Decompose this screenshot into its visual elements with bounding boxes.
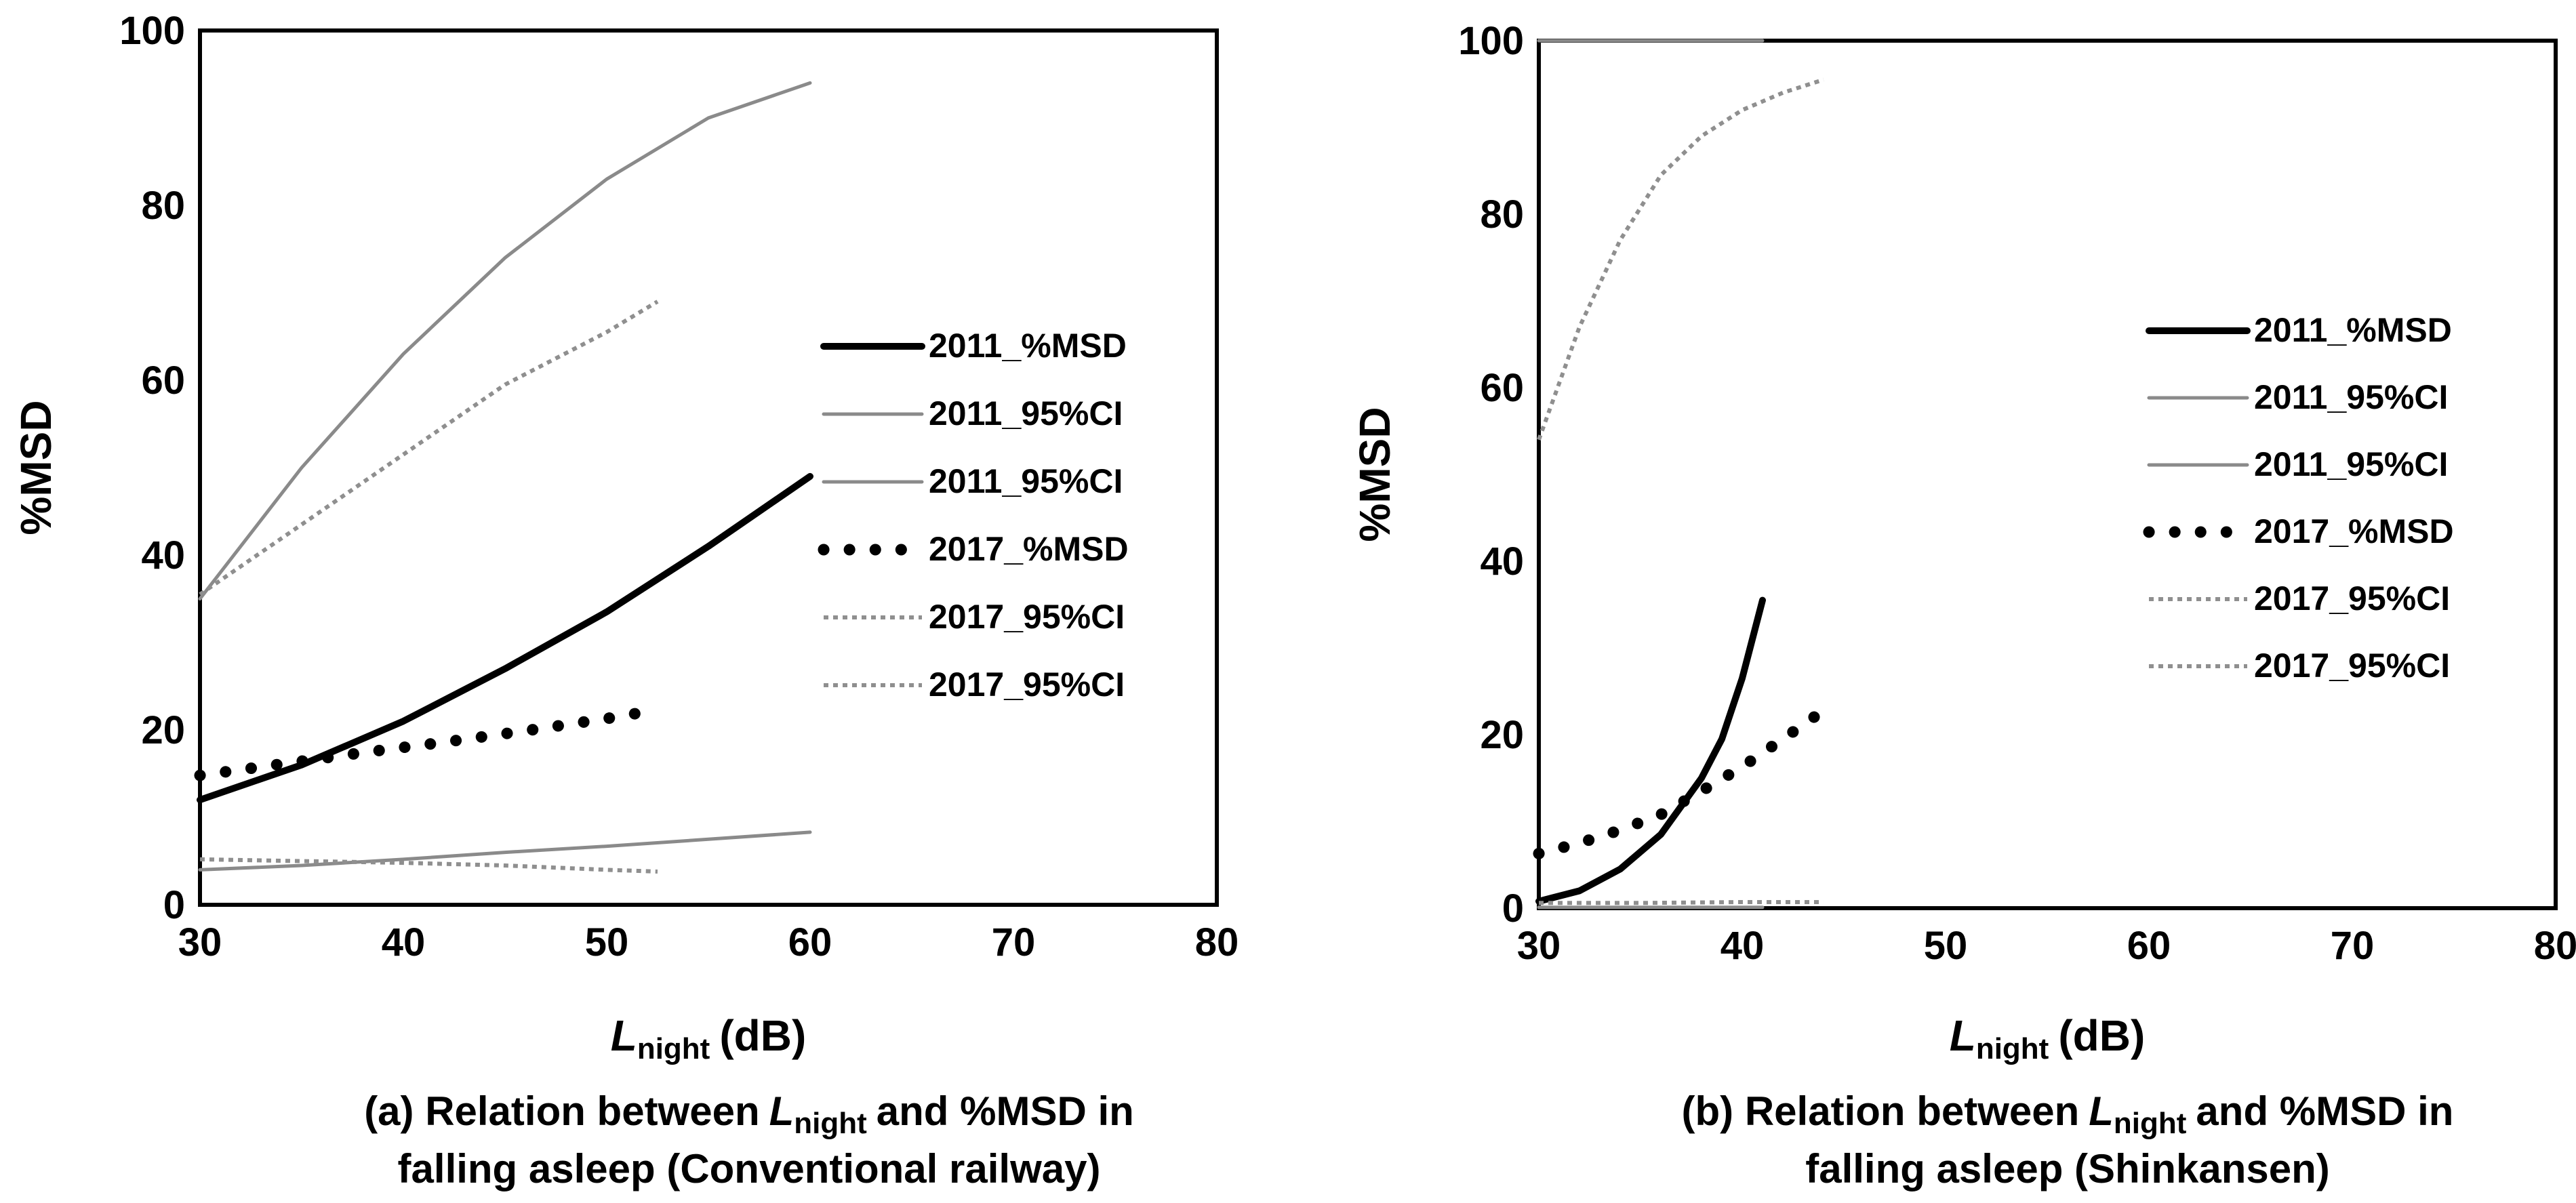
panel-a-x-tick-labels: 30 40 50 60 70 80: [178, 920, 1239, 964]
panel-a-y-tick-60: 60: [141, 359, 185, 403]
panel-b-series-2011-pctmsd-0: [1535, 596, 1766, 905]
panel-b-legend-label-2011-95pctci-1: 2011_95%CI: [2254, 378, 2448, 416]
panel-a-legend-label-2017-95pctci-4: 2017_95%CI: [929, 598, 1125, 636]
panel-a-caption-line-2: falling asleep (Conventional railway): [398, 1146, 1101, 1191]
panel-a-x-tick-40: 40: [382, 920, 426, 964]
panel-a-series-2011-pctmsd-0: [197, 472, 813, 804]
panel-a-x-tick-70: 70: [992, 920, 1036, 964]
panel-a-x-tick-60: 60: [788, 920, 832, 964]
panel-a-series-group: [194, 81, 813, 874]
panel-b-x-tick-80: 80: [2534, 924, 2576, 968]
panel-a-x-tick-30: 30: [178, 920, 222, 964]
panel-b-series-group: [1533, 39, 1830, 910]
panel-b-series-2017-pctmsd-3: [1533, 704, 1830, 859]
panel-a-y-tick-labels: 0 20 40 60 80 100: [119, 9, 185, 927]
panel-a-y-tick-100: 100: [119, 9, 185, 53]
panel-b-legend-label-2017-95pctci-5: 2017_95%CI: [2254, 647, 2450, 685]
panel-a-y-tick-80: 80: [141, 184, 185, 228]
panel-a-legend-label-2011-95pctci-2: 2011_95%CI: [929, 462, 1123, 500]
panel-b-y-tick-0: 0: [1502, 886, 1524, 931]
panel-a-y-axis-title: %MSD: [12, 400, 60, 535]
panel-b-x-tick-50: 50: [1924, 924, 1968, 968]
panel-b-legend-label-2011-95pctci-2: 2011_95%CI: [2254, 445, 2448, 483]
panel-b-legend: 2011_%MSD 2011_95%CI 2011_95%CI 2017_%MSD 20…: [2143, 311, 2454, 685]
panel-a-legend-label-2011-95pctci-1: 2011_95%CI: [929, 394, 1123, 432]
panel-a-x-tick-50: 50: [585, 920, 629, 964]
panel-a-series-2017-pctmsd-3: [194, 704, 664, 781]
panel-a-y-tick-0: 0: [163, 883, 185, 927]
panel-a-y-tick-20: 20: [141, 708, 185, 752]
panel-b-x-axis-title: Lnight (dB): [1950, 1011, 2146, 1065]
panel-a-caption-line-1: (a) Relation between Lnight and %MSD in: [364, 1088, 1134, 1140]
panel-b-x-tick-30: 30: [1517, 924, 1561, 968]
panel-a-legend: 2011_%MSD 2011_95%CI 2011_95%CI 2017_%MSD 20…: [818, 327, 1129, 704]
panel-b-y-tick-labels: 0 20 40 60 80 100: [1458, 19, 1524, 931]
panel-a-legend-label-2017-pctmsd-3: 2017_%MSD: [929, 530, 1129, 568]
panel-b-y-tick-40: 40: [1480, 539, 1524, 584]
panel-a-y-tick-40: 40: [141, 533, 185, 577]
panel-a-series-2011-95pctci-1: [198, 81, 812, 600]
panel-b-x-tick-70: 70: [2331, 924, 2375, 968]
panel-b-legend-label-2011-pctmsd-0: 2011_%MSD: [2254, 311, 2452, 349]
panel-a-x-tick-80: 80: [1195, 920, 1239, 964]
panel-a-series-2017-95pctci-4: [199, 300, 659, 596]
panel-a-x-axis-title: Lnight (dB): [611, 1011, 807, 1065]
panel-b-y-tick-20: 20: [1480, 713, 1524, 757]
panel-b-y-tick-80: 80: [1480, 192, 1524, 237]
panel-a-plot-frame: [198, 28, 1219, 907]
panel-b-series-2017-95pctci-5: [1539, 900, 1824, 905]
panel-b-y-tick-60: 60: [1480, 366, 1524, 410]
panel-b-x-tick-60: 60: [2127, 924, 2171, 968]
panel-b-caption-line-2: falling asleep (Shinkansen): [1805, 1146, 2330, 1191]
panel-a-series-2011-95pctci-2: [198, 830, 812, 872]
panel-b-legend-label-2017-pctmsd-3: 2017_%MSD: [2254, 512, 2454, 550]
panel-b-series-2017-95pctci-4: [1537, 77, 1824, 441]
panel-b-plot-frame: [1537, 39, 2558, 910]
panel-b-y-tick-100: 100: [1458, 19, 1524, 63]
panel-b-legend-label-2017-95pctci-4: 2017_95%CI: [2254, 579, 2450, 617]
panel-b-caption-line-1: (b) Relation between Lnight and %MSD in: [1682, 1088, 2454, 1140]
panel-a-legend-label-2011-pctmsd-0: 2011_%MSD: [929, 327, 1127, 365]
panel-b-x-tick-40: 40: [1720, 924, 1765, 968]
panel-a-legend-label-2017-95pctci-5: 2017_95%CI: [929, 666, 1125, 704]
panel-b-x-tick-labels: 30 40 50 60 70 80: [1517, 924, 2576, 968]
panel-b-y-axis-title: %MSD: [1350, 407, 1399, 542]
